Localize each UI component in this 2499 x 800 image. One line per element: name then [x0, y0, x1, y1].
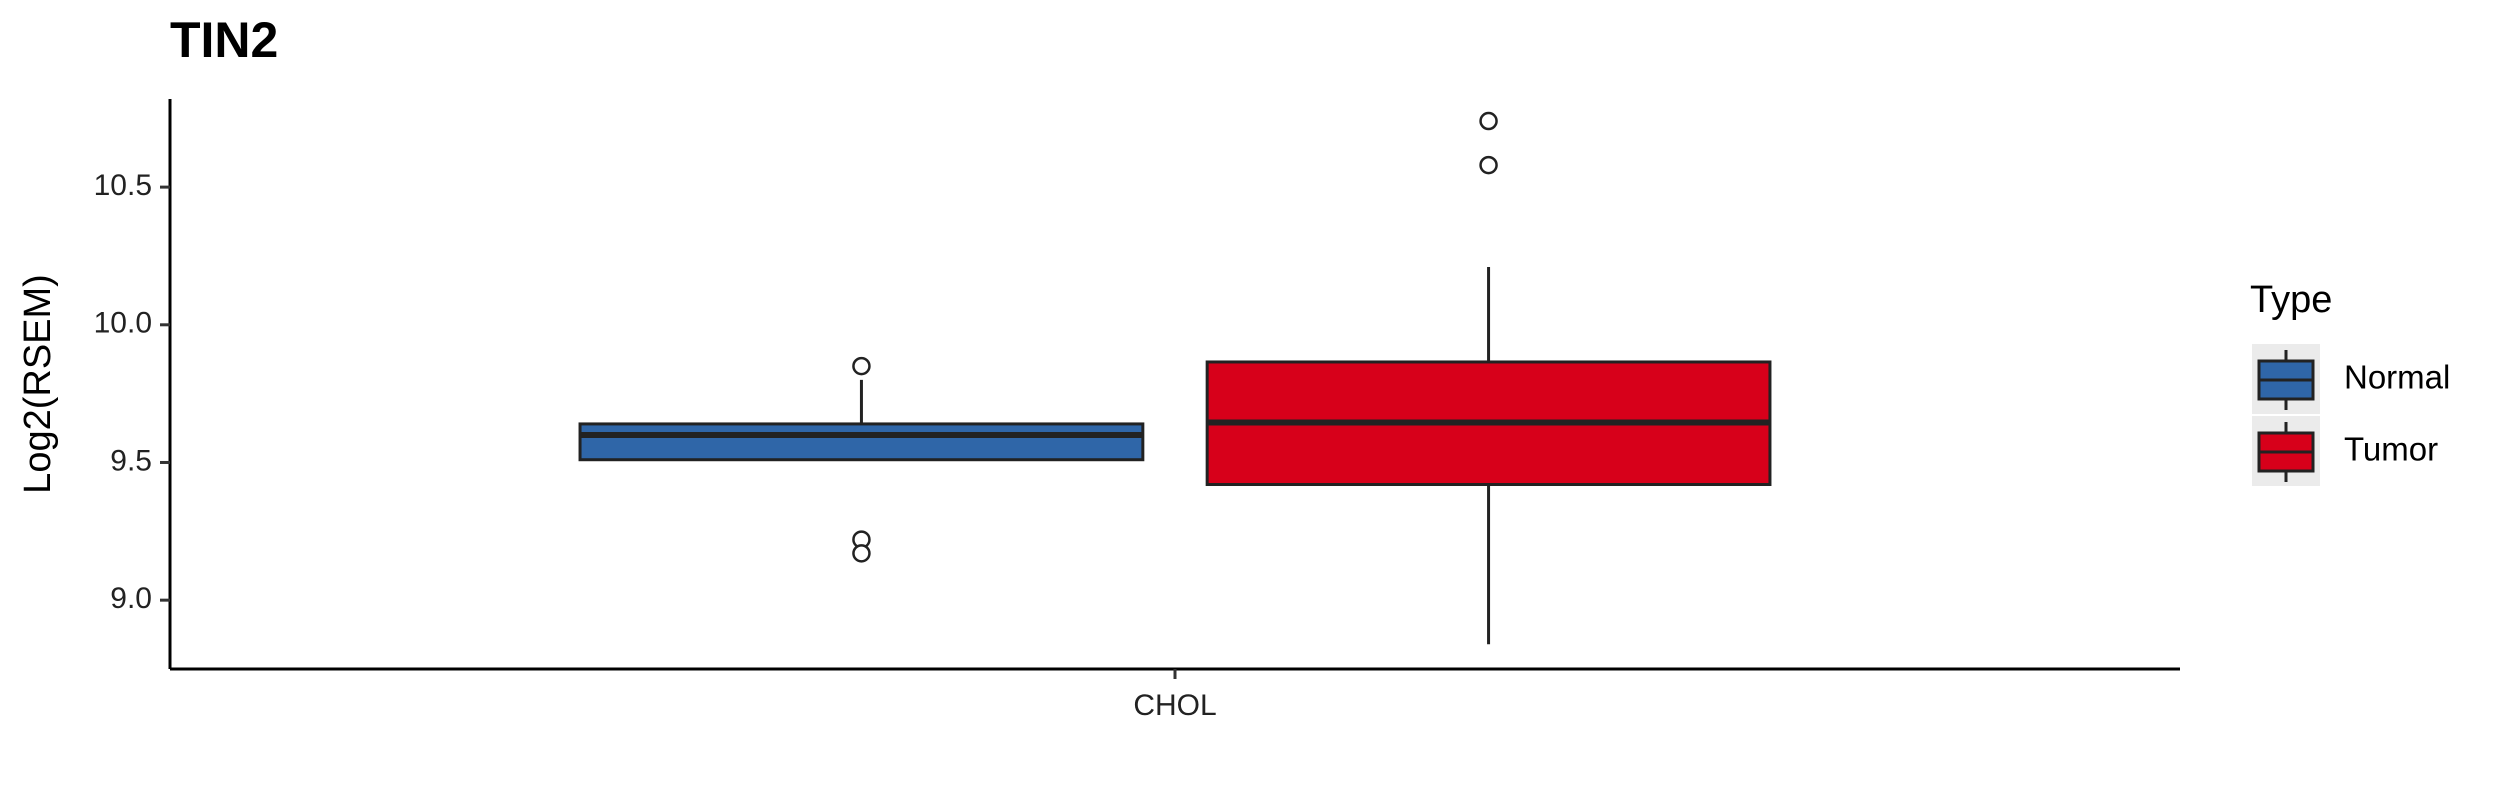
outlier: [852, 356, 871, 376]
outlier: [1479, 155, 1498, 175]
outlier: [1479, 111, 1498, 131]
y-axis-label: Log2(RSEM): [17, 274, 59, 494]
outlier: [852, 544, 871, 563]
legend-title: Type: [2250, 279, 2332, 321]
y-tick-label: 9.0: [110, 582, 152, 615]
chart-title: TIN2: [170, 12, 278, 68]
box: [578, 422, 1145, 462]
legend-label: Tumor: [2344, 431, 2438, 468]
y-tick-label: 9.5: [110, 444, 152, 477]
legend-label: Normal: [2344, 359, 2450, 396]
y-tick-label: 10.0: [94, 307, 152, 340]
y-tick-label: 10.5: [94, 169, 152, 202]
x-tick-label: CHOL: [1133, 689, 1216, 722]
